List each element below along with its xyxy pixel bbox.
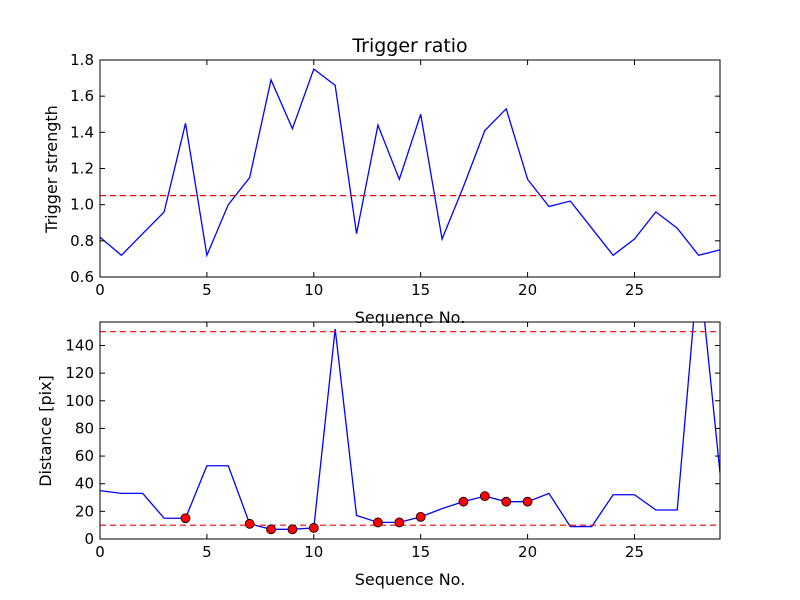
x-tick-label: 10 <box>304 281 323 299</box>
y-tick-label: 60 <box>75 447 94 465</box>
data-marker <box>373 517 383 528</box>
x-tick-label: 15 <box>411 281 430 299</box>
y-tick-label: 80 <box>75 419 94 437</box>
series-line <box>100 322 720 530</box>
x-axis-label: Sequence No. <box>355 308 466 327</box>
y-tick-label: 140 <box>65 336 94 354</box>
y-tick-label: 1.8 <box>70 51 94 69</box>
data-marker <box>501 496 512 507</box>
plot-frame <box>99 321 721 540</box>
y-tick-label: 0.6 <box>70 268 94 286</box>
x-tick-label: 25 <box>625 543 644 561</box>
y-axis-label: Trigger strength <box>42 105 61 234</box>
x-tick-label: 10 <box>304 543 323 561</box>
x-tick-label: 25 <box>625 281 644 299</box>
x-tick-label: 20 <box>518 543 537 561</box>
trigger-plot-area: 0 5 10 15 20 25 0.6 0.8 1.0 1.2 1.4 1.6 1.8 <box>70 51 721 299</box>
y-tick-label: 0.8 <box>70 232 94 250</box>
x-tick-label: 5 <box>202 281 212 299</box>
trigger-ratio-chart: Trigger ratio 0 5 10 15 20 25 0.6 0.8 1.0 1.2 1.4 1… <box>42 35 721 327</box>
data-marker <box>415 511 426 522</box>
data-marker <box>479 491 490 502</box>
y-tick-label: 1.6 <box>70 87 94 105</box>
x-tick-label: 0 <box>95 543 105 561</box>
y-tick-label: 1.2 <box>70 160 94 178</box>
data-marker <box>394 517 405 528</box>
data-marker <box>287 524 298 535</box>
series-line <box>100 67 720 258</box>
y-axis-label: Distance [pix] <box>36 375 55 487</box>
data-marker <box>308 523 319 533</box>
data-marker <box>180 513 191 524</box>
data-marker <box>458 496 469 507</box>
y-tick-label: 1.4 <box>70 123 94 141</box>
x-tick-label: 15 <box>411 543 430 561</box>
x-tick-label: 20 <box>518 281 537 299</box>
data-marker <box>266 524 276 535</box>
y-tick-label: 120 <box>65 364 94 382</box>
x-tick-label: 5 <box>202 543 212 561</box>
data-marker <box>522 496 533 507</box>
y-tick-label: 100 <box>65 392 94 410</box>
x-tick-label: 0 <box>95 281 105 299</box>
distance-chart: 0 5 10 15 20 25 0 20 40 60 80 100 120 140 Sequence No… <box>36 321 721 589</box>
x-axis-label: Sequence No. <box>355 570 466 589</box>
data-marker <box>244 518 255 529</box>
y-tick-label: 40 <box>75 475 94 493</box>
chart-title: Trigger ratio <box>351 35 467 57</box>
y-tick-label: 20 <box>75 502 94 520</box>
y-tick-label: 1.0 <box>70 196 94 214</box>
plot-data-layer <box>100 322 720 535</box>
y-tick-label: 0 <box>84 530 94 548</box>
plot-data-layer <box>100 67 720 258</box>
distance-plot-area: 0 5 10 15 20 25 0 20 40 60 80 100 120 140 <box>65 321 721 561</box>
